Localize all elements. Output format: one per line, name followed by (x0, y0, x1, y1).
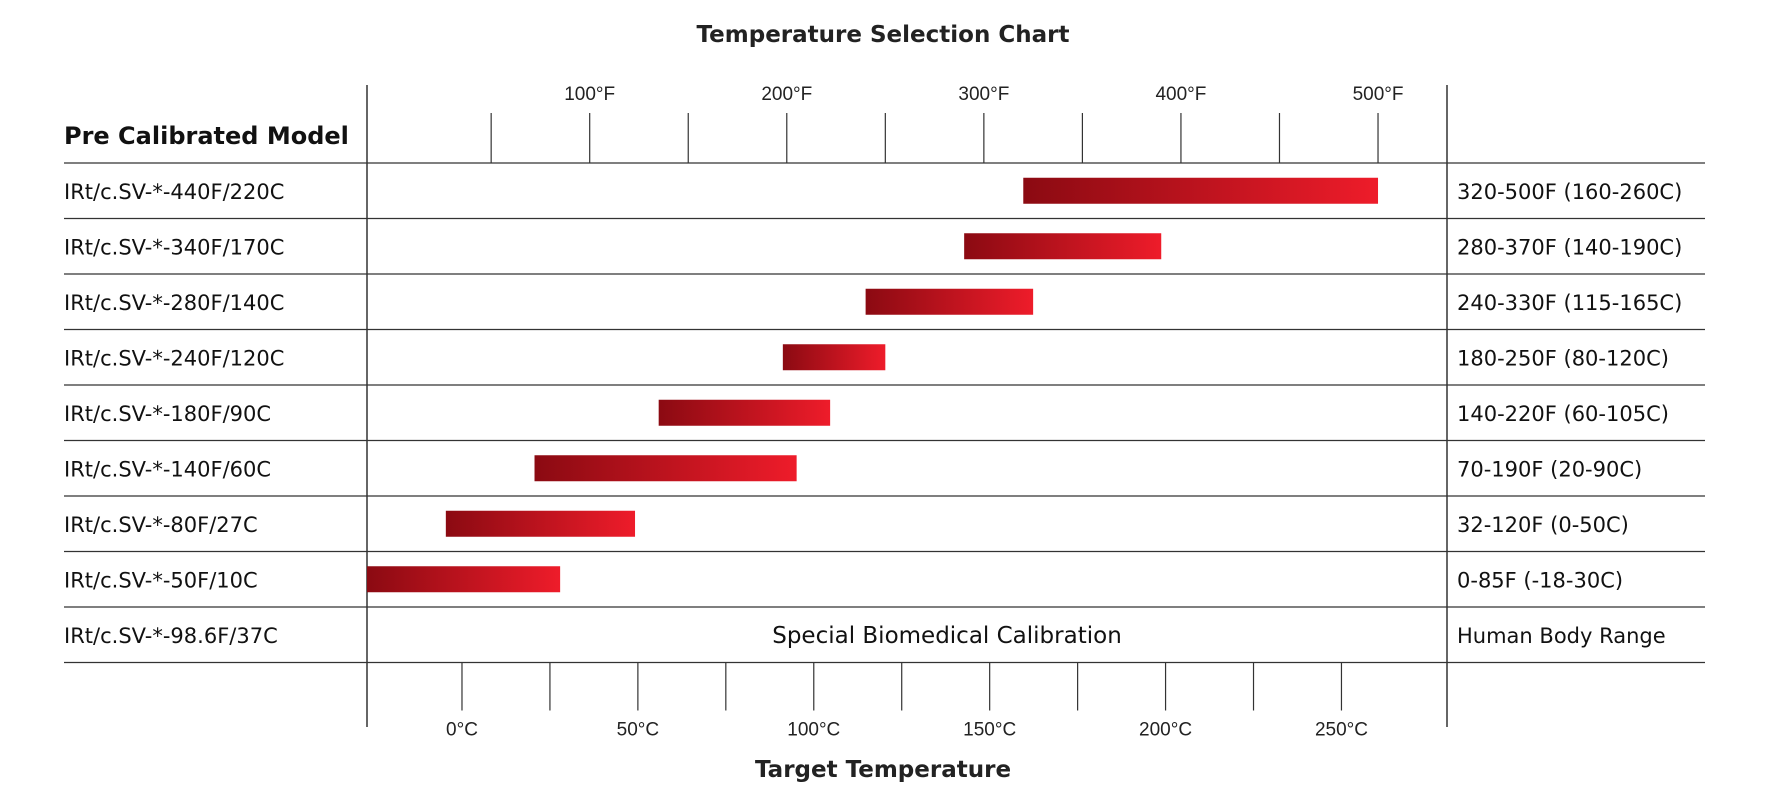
x-axis-label: Target Temperature (755, 757, 1011, 783)
range-label: 140-220F (60-105C) (1457, 402, 1669, 426)
range-label: 280-370F (140-190C) (1457, 235, 1682, 259)
model-label: IRt/c.SV-*-440F/220C (64, 180, 284, 204)
c-tick-label: 50°C (617, 720, 659, 741)
range-bar (445, 510, 636, 537)
range-bar (658, 399, 831, 426)
f-tick-label: 100°F (564, 84, 615, 105)
row-header: Pre Calibrated Model (64, 122, 349, 150)
range-label: 0-85F (-18-30C) (1457, 568, 1623, 592)
c-tick-label: 0°C (446, 720, 478, 741)
range-label: 180-250F (80-120C) (1457, 346, 1669, 370)
range-label: 320-500F (160-260C) (1457, 180, 1682, 204)
model-label: IRt/c.SV-*-280F/140C (64, 291, 284, 315)
c-tick-label: 200°C (1139, 720, 1192, 741)
f-tick-label: 500°F (1353, 84, 1404, 105)
celsius-axis: 0°C 50°C 100°C 150°C 200°C 250°C (446, 662, 1368, 741)
range-bar (964, 233, 1162, 260)
model-label: IRt/c.SV-*-98.6F/37C (64, 624, 278, 648)
model-label: IRt/c.SV-*-50F/10C (64, 568, 258, 592)
range-bar (1023, 177, 1379, 204)
model-label: IRt/c.SV-*-140F/60C (64, 457, 271, 481)
c-tick-label: 150°C (963, 720, 1016, 741)
range-bar (534, 455, 797, 482)
range-label: 32-120F (0-50C) (1457, 513, 1629, 537)
range-label: 70-190F (20-90C) (1457, 457, 1642, 481)
range-label: Human Body Range (1457, 624, 1666, 648)
range-bar (782, 344, 886, 371)
f-tick-label: 400°F (1155, 84, 1206, 105)
model-label: IRt/c.SV-*-80F/27C (64, 513, 258, 537)
chart-title: Temperature Selection Chart (697, 22, 1070, 48)
chart-grid (64, 85, 1705, 727)
c-tick-label: 100°C (787, 720, 840, 741)
model-label: IRt/c.SV-*-340F/170C (64, 235, 284, 259)
model-label: IRt/c.SV-*-240F/120C (64, 346, 284, 370)
f-tick-label: 300°F (958, 84, 1009, 105)
range-bar (367, 566, 561, 593)
range-label: 240-330F (115-165C) (1457, 291, 1682, 315)
f-tick-label: 200°F (761, 84, 812, 105)
c-tick-label: 250°C (1315, 720, 1368, 741)
range-bar (865, 288, 1034, 315)
fahrenheit-axis: 100°F 200°F 300°F 400°F 500°F (490, 84, 1404, 163)
model-rows: IRt/c.SV-*-440F/220C 320-500F (160-260C) I… (64, 177, 1682, 649)
special-calibration-label: Special Biomedical Calibration (772, 623, 1122, 649)
model-label: IRt/c.SV-*-180F/90C (64, 402, 271, 426)
